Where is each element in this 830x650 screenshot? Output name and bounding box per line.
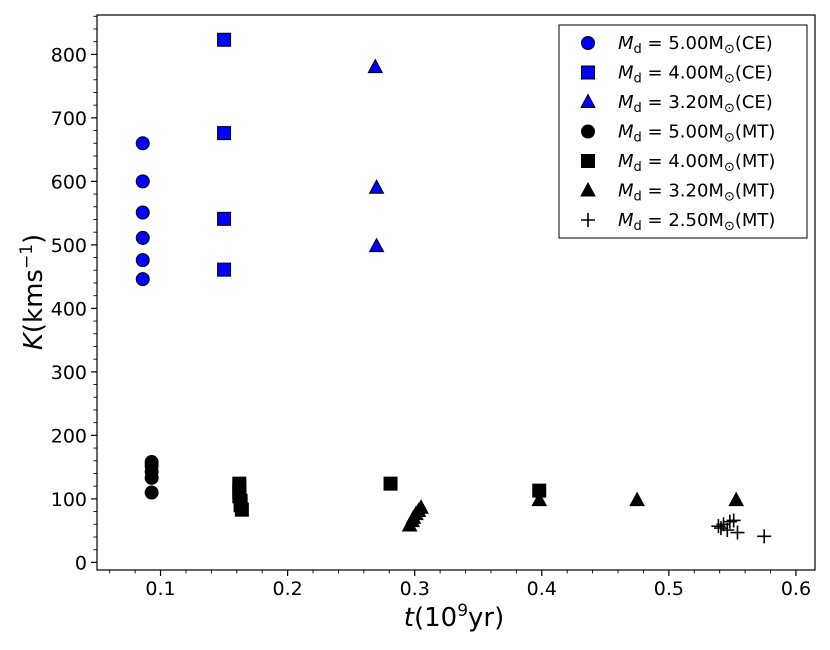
y-tick-label: 300 [51,362,87,384]
x-tick-label: 0.5 [654,578,684,600]
x-tick-label: 0.2 [273,578,303,600]
series-2 [367,58,385,253]
legend-entry: Md = 2.50M⊙(MT) [581,210,775,234]
series-6 [711,513,772,544]
data-point-triangle [629,491,645,507]
legend-label: Md = 4.00M⊙(MT) [618,151,775,175]
y-tick-label: 100 [51,489,87,511]
legend-entry: Md = 4.00M⊙(MT) [581,151,775,175]
legend-label: Md = 5.00M⊙(CE) [618,33,773,57]
legend-marker-square [581,154,595,168]
y-tick-label: 600 [51,171,87,193]
data-point-plus [730,525,745,540]
legend-label: Md = 4.00M⊙(CE) [618,63,773,87]
legend-label: Md = 3.20M⊙(CE) [618,92,773,116]
legend-marker-triangle [580,93,596,108]
legend-entry: Md = 5.00M⊙(CE) [581,33,773,57]
data-point-plus [716,517,731,532]
legend-frame [558,24,808,239]
series-4 [232,476,547,517]
data-point-circle [135,272,150,287]
x-tick-label: 0.1 [145,578,175,600]
data-point-square [217,126,232,141]
data-point-square [234,502,249,517]
series-1 [217,32,232,277]
legend-marker-circle [581,124,595,139]
data-point-square [217,211,232,226]
data-point-plus [713,521,728,536]
x-axis-title: t(109yr) [404,601,505,633]
data-point-circle [135,205,150,220]
legend-marker-triangle [580,181,596,197]
legend-marker-circle [581,36,595,50]
legend-entry: Md = 5.00M⊙(MT) [581,122,775,146]
legend-entry: Md = 3.20M⊙(CE) [580,92,773,116]
data-point-circle [135,253,150,268]
x-tick-label: 0.3 [400,578,430,600]
data-point-square [217,32,232,47]
legend-label: Md = 2.50M⊙(MT) [618,210,775,234]
legend-entry: Md = 4.00M⊙(CE) [581,63,773,87]
data-point-circle [144,485,159,500]
y-axis-title: K(kms−1) [17,234,49,350]
data-point-circle [135,230,150,245]
y-tick-label: 700 [51,108,87,130]
data-point-triangle [368,179,385,194]
legend-label: Md = 3.20M⊙(MT) [618,181,775,205]
legend-entry: Md = 3.20M⊙(MT) [580,181,775,205]
data-point-circle [135,174,150,189]
data-point-plus [726,513,741,528]
series-0 [135,136,150,287]
y-tick-label: 500 [51,235,87,257]
y-tick-label: 0 [75,552,87,574]
data-marks [135,32,772,544]
data-point-square [383,476,398,491]
x-tick-label: 0.4 [527,578,557,600]
data-point-circle [135,136,150,151]
legend-label: Md = 5.00M⊙(MT) [618,122,775,146]
data-point-square [217,262,232,277]
legend-marker-plus [581,213,595,227]
data-point-plus [720,522,735,537]
y-tick-label: 400 [51,298,87,320]
data-point-plus [757,529,772,544]
axis-ticks: 0.1 0.2 0.3 0.4 0.5 0.6 0 100 200 300 400 500 600 700… [51,15,811,600]
x-tick-label: 0.6 [781,578,811,600]
data-point-triangle [531,491,548,507]
legend-marker-square [581,65,595,80]
data-point-plus [722,514,737,529]
data-point-triangle [728,491,745,507]
data-point-triangle [368,237,385,253]
data-point-triangle [367,58,384,74]
series-5 [401,491,745,532]
series-3 [144,455,159,500]
legend: Md = 5.00M⊙(CE) Md = 4.00M⊙(CE) Md = 3.20M… [558,24,808,239]
data-point-circle [144,470,159,485]
y-tick-label: 800 [51,44,87,66]
data-point-triangle [413,499,429,514]
y-tick-label: 200 [51,425,87,447]
